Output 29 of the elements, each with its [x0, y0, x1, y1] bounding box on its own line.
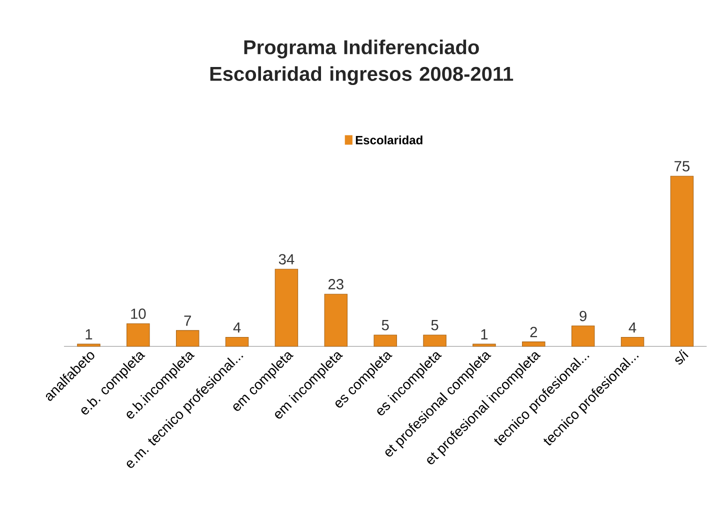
legend-label: Escolaridad — [356, 136, 422, 144]
bar — [374, 334, 397, 347]
data-label: 10 — [131, 308, 146, 319]
bar — [324, 294, 348, 347]
data-label: 5 — [382, 320, 389, 330]
bar — [571, 326, 595, 347]
bar — [423, 334, 446, 347]
data-label: 9 — [580, 310, 586, 322]
bar — [522, 342, 546, 347]
bar — [472, 344, 496, 347]
data-label: 75 — [674, 161, 690, 172]
data-label: 7 — [184, 316, 191, 326]
bar — [126, 323, 150, 347]
data-label: 4 — [628, 322, 636, 333]
bar — [77, 344, 100, 347]
data-label: 1 — [86, 329, 92, 340]
data-label: 5 — [431, 320, 438, 330]
data-label: 34 — [278, 254, 294, 264]
data-label: 1 — [481, 329, 488, 340]
bar — [225, 336, 249, 347]
bar — [176, 330, 200, 347]
chart-title: Programa Indiferenciado Escolaridad ingresos 2008-2011 — [210, 40, 514, 86]
data-label: 23 — [328, 279, 344, 290]
bar — [620, 336, 644, 347]
x-tick-label: s/i — [675, 349, 688, 365]
bar — [274, 268, 298, 347]
data-label: 4 — [233, 322, 241, 333]
bar — [670, 176, 694, 347]
data-label: 2 — [530, 326, 537, 338]
